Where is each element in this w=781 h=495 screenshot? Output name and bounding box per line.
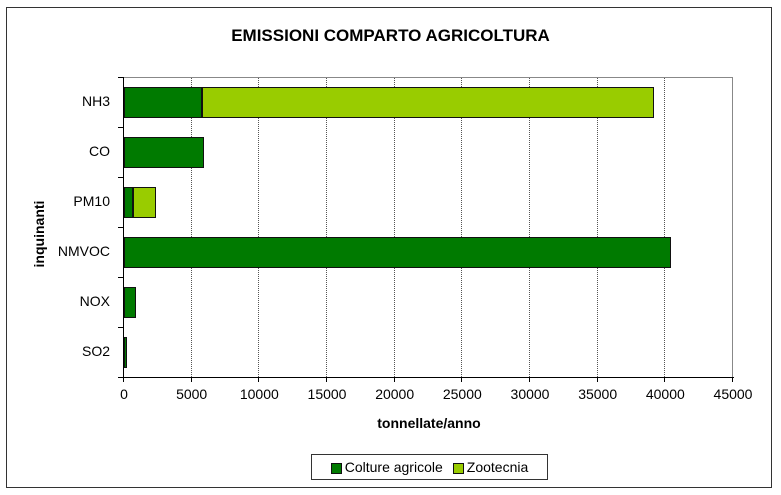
bar-nh3-zootecnia — [202, 87, 655, 118]
gridline — [461, 78, 463, 377]
x-tick — [529, 377, 530, 382]
bar-nmvoc-colture — [124, 237, 671, 268]
x-tick — [123, 377, 124, 382]
gridline — [393, 78, 395, 377]
x-tick-label: 20000 — [375, 386, 415, 402]
legend-swatch-icon — [452, 462, 464, 474]
x-tick-label: 40000 — [645, 386, 685, 402]
gridline — [529, 78, 530, 377]
x-tick-label: 35000 — [578, 386, 618, 402]
y-tick — [118, 177, 124, 178]
y-tick — [118, 327, 124, 328]
bar-co-colture — [124, 137, 204, 168]
y-category-label: PM10 — [73, 193, 110, 209]
x-tick — [596, 377, 598, 382]
y-category-label: NH3 — [81, 93, 110, 109]
chart-title: EMISSIONI COMPARTO AGRICOLTURA — [231, 26, 550, 45]
y-tick — [118, 77, 124, 78]
y-category-label: SO2 — [81, 343, 110, 359]
x-tick — [326, 377, 327, 382]
x-tick-label: 0 — [120, 386, 128, 402]
gridline — [258, 78, 260, 377]
x-tick-label: 10000 — [239, 386, 279, 402]
plot-area — [124, 77, 733, 377]
x-axis-title: tonnellate/anno — [377, 415, 481, 431]
x-tick — [258, 377, 260, 382]
x-tick-label: 5000 — [176, 386, 208, 402]
y-category-label: CO — [89, 143, 110, 159]
y-category-label: NMVOC — [57, 243, 110, 259]
y-tick — [118, 277, 124, 278]
bar-nox-colture — [124, 287, 137, 318]
y-tick — [118, 377, 124, 378]
bar-pm10-zootecnia — [133, 187, 157, 218]
x-tick-label: 25000 — [442, 386, 482, 402]
gridline — [326, 78, 327, 377]
y-category-label: NOX — [79, 293, 110, 309]
gridline — [664, 78, 666, 377]
bar-so2-colture — [124, 337, 127, 368]
bar-pm10-colture — [124, 187, 134, 218]
x-tick — [461, 377, 463, 382]
gridline — [596, 78, 598, 377]
legend-item-colture: Colture agricole — [330, 459, 443, 475]
x-tick-label: 30000 — [510, 386, 550, 402]
x-axis — [123, 377, 734, 378]
x-tick — [664, 377, 666, 382]
x-tick — [732, 377, 733, 382]
bar-nh3-colture — [124, 87, 203, 118]
x-tick — [190, 377, 192, 382]
legend-item-zootecnia: Zootecnia — [452, 459, 528, 475]
legend-swatch-icon — [330, 462, 342, 474]
x-tick-label: 45000 — [713, 386, 753, 402]
y-tick — [118, 227, 124, 228]
legend: Colture agricole Zootecnia — [311, 454, 548, 480]
x-tick — [393, 377, 395, 382]
y-tick — [118, 127, 124, 128]
gridline — [190, 78, 192, 377]
x-tick-label: 15000 — [307, 386, 347, 402]
y-axis-title: inquinanti — [31, 200, 47, 268]
